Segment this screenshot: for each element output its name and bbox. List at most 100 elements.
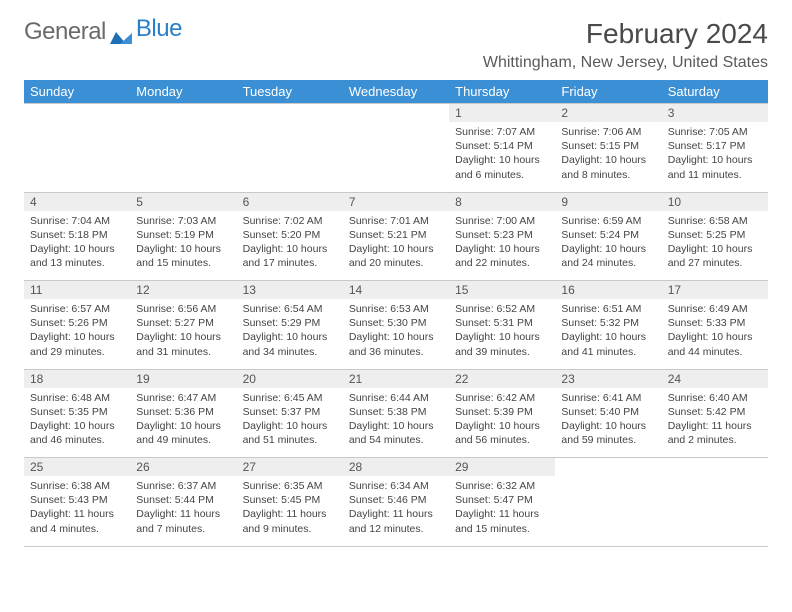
sunset-line: Sunset: 5:30 PM bbox=[349, 316, 443, 330]
day-number-16: 16 bbox=[555, 281, 661, 300]
sunset-line: Sunset: 5:17 PM bbox=[668, 139, 762, 153]
day-cell-27: Sunrise: 6:35 AMSunset: 5:45 PMDaylight:… bbox=[237, 476, 343, 546]
daylight-line: Daylight: 10 hours and 51 minutes. bbox=[243, 419, 337, 447]
sunset-line: Sunset: 5:19 PM bbox=[136, 228, 230, 242]
day-cell-10: Sunrise: 6:58 AMSunset: 5:25 PMDaylight:… bbox=[662, 211, 768, 281]
sunset-line: Sunset: 5:14 PM bbox=[455, 139, 549, 153]
sunset-line: Sunset: 5:35 PM bbox=[30, 405, 124, 419]
daylight-line: Daylight: 10 hours and 6 minutes. bbox=[455, 153, 549, 181]
day-cell-7: Sunrise: 7:01 AMSunset: 5:21 PMDaylight:… bbox=[343, 211, 449, 281]
daylight-line: Daylight: 10 hours and 44 minutes. bbox=[668, 330, 762, 358]
daylight-line: Daylight: 10 hours and 20 minutes. bbox=[349, 242, 443, 270]
daylight-line: Daylight: 10 hours and 31 minutes. bbox=[136, 330, 230, 358]
day-number-28: 28 bbox=[343, 458, 449, 477]
day-number-7: 7 bbox=[343, 192, 449, 211]
day-cell-11: Sunrise: 6:57 AMSunset: 5:26 PMDaylight:… bbox=[24, 299, 130, 369]
day-cell-26: Sunrise: 6:37 AMSunset: 5:44 PMDaylight:… bbox=[130, 476, 236, 546]
sunrise-line: Sunrise: 6:32 AM bbox=[455, 479, 549, 493]
empty-cell bbox=[662, 476, 768, 546]
sunrise-line: Sunrise: 7:00 AM bbox=[455, 214, 549, 228]
day-cell-9: Sunrise: 6:59 AMSunset: 5:24 PMDaylight:… bbox=[555, 211, 661, 281]
daylight-line: Daylight: 10 hours and 13 minutes. bbox=[30, 242, 124, 270]
sunset-line: Sunset: 5:37 PM bbox=[243, 405, 337, 419]
day-cell-24: Sunrise: 6:40 AMSunset: 5:42 PMDaylight:… bbox=[662, 388, 768, 458]
sunset-line: Sunset: 5:25 PM bbox=[668, 228, 762, 242]
sunrise-line: Sunrise: 6:53 AM bbox=[349, 302, 443, 316]
day-cell-2: Sunrise: 7:06 AMSunset: 5:15 PMDaylight:… bbox=[555, 122, 661, 192]
day-number-21: 21 bbox=[343, 369, 449, 388]
daylight-line: Daylight: 10 hours and 41 minutes. bbox=[561, 330, 655, 358]
daylight-line: Daylight: 10 hours and 34 minutes. bbox=[243, 330, 337, 358]
calendar-body: 123Sunrise: 7:07 AMSunset: 5:14 PMDaylig… bbox=[24, 104, 768, 547]
empty-cell bbox=[343, 122, 449, 192]
sunset-line: Sunset: 5:42 PM bbox=[668, 405, 762, 419]
day-number-29: 29 bbox=[449, 458, 555, 477]
location-subtitle: Whittingham, New Jersey, United States bbox=[483, 54, 768, 72]
empty-cell bbox=[130, 122, 236, 192]
week-row-data: Sunrise: 6:57 AMSunset: 5:26 PMDaylight:… bbox=[24, 299, 768, 369]
sunset-line: Sunset: 5:23 PM bbox=[455, 228, 549, 242]
sunset-line: Sunset: 5:40 PM bbox=[561, 405, 655, 419]
day-cell-16: Sunrise: 6:51 AMSunset: 5:32 PMDaylight:… bbox=[555, 299, 661, 369]
day-number-23: 23 bbox=[555, 369, 661, 388]
sunrise-line: Sunrise: 6:48 AM bbox=[30, 391, 124, 405]
day-cell-19: Sunrise: 6:47 AMSunset: 5:36 PMDaylight:… bbox=[130, 388, 236, 458]
day-cell-17: Sunrise: 6:49 AMSunset: 5:33 PMDaylight:… bbox=[662, 299, 768, 369]
daylight-line: Daylight: 11 hours and 9 minutes. bbox=[243, 507, 337, 535]
day-number-27: 27 bbox=[237, 458, 343, 477]
week-row-numbers: 18192021222324 bbox=[24, 369, 768, 388]
day-header-tuesday: Tuesday bbox=[237, 80, 343, 104]
day-number-20: 20 bbox=[237, 369, 343, 388]
daylight-line: Daylight: 10 hours and 27 minutes. bbox=[668, 242, 762, 270]
day-cell-25: Sunrise: 6:38 AMSunset: 5:43 PMDaylight:… bbox=[24, 476, 130, 546]
day-number-6: 6 bbox=[237, 192, 343, 211]
day-header-monday: Monday bbox=[130, 80, 236, 104]
sunset-line: Sunset: 5:29 PM bbox=[243, 316, 337, 330]
daylight-line: Daylight: 10 hours and 46 minutes. bbox=[30, 419, 124, 447]
daylight-line: Daylight: 11 hours and 15 minutes. bbox=[455, 507, 549, 535]
day-number-25: 25 bbox=[24, 458, 130, 477]
empty-cell bbox=[237, 122, 343, 192]
week-row-numbers: 45678910 bbox=[24, 192, 768, 211]
daylight-line: Daylight: 10 hours and 24 minutes. bbox=[561, 242, 655, 270]
empty-cell bbox=[24, 104, 130, 123]
sunrise-line: Sunrise: 6:35 AM bbox=[243, 479, 337, 493]
sunrise-line: Sunrise: 6:51 AM bbox=[561, 302, 655, 316]
sunrise-line: Sunrise: 6:38 AM bbox=[30, 479, 124, 493]
week-row-numbers: 2526272829 bbox=[24, 458, 768, 477]
day-cell-12: Sunrise: 6:56 AMSunset: 5:27 PMDaylight:… bbox=[130, 299, 236, 369]
logo-text-general: General bbox=[24, 18, 106, 46]
sunrise-line: Sunrise: 6:56 AM bbox=[136, 302, 230, 316]
empty-cell bbox=[130, 104, 236, 123]
day-number-15: 15 bbox=[449, 281, 555, 300]
daylight-line: Daylight: 10 hours and 22 minutes. bbox=[455, 242, 549, 270]
day-header-sunday: Sunday bbox=[24, 80, 130, 104]
day-cell-23: Sunrise: 6:41 AMSunset: 5:40 PMDaylight:… bbox=[555, 388, 661, 458]
daylight-line: Daylight: 10 hours and 56 minutes. bbox=[455, 419, 549, 447]
day-cell-18: Sunrise: 6:48 AMSunset: 5:35 PMDaylight:… bbox=[24, 388, 130, 458]
sunrise-line: Sunrise: 6:59 AM bbox=[561, 214, 655, 228]
day-number-9: 9 bbox=[555, 192, 661, 211]
day-number-11: 11 bbox=[24, 281, 130, 300]
empty-cell bbox=[662, 458, 768, 477]
week-row-data: Sunrise: 6:48 AMSunset: 5:35 PMDaylight:… bbox=[24, 388, 768, 458]
day-number-19: 19 bbox=[130, 369, 236, 388]
sunrise-line: Sunrise: 6:40 AM bbox=[668, 391, 762, 405]
sunrise-line: Sunrise: 7:05 AM bbox=[668, 125, 762, 139]
sunrise-line: Sunrise: 7:07 AM bbox=[455, 125, 549, 139]
logo-mark-icon bbox=[110, 23, 132, 41]
sunrise-line: Sunrise: 7:03 AM bbox=[136, 214, 230, 228]
sunrise-line: Sunrise: 7:04 AM bbox=[30, 214, 124, 228]
sunrise-line: Sunrise: 6:47 AM bbox=[136, 391, 230, 405]
day-cell-13: Sunrise: 6:54 AMSunset: 5:29 PMDaylight:… bbox=[237, 299, 343, 369]
sunset-line: Sunset: 5:21 PM bbox=[349, 228, 443, 242]
sunrise-line: Sunrise: 7:02 AM bbox=[243, 214, 337, 228]
page-header: General Blue February 2024 Whittingham, … bbox=[24, 18, 768, 72]
sunrise-line: Sunrise: 6:49 AM bbox=[668, 302, 762, 316]
sunset-line: Sunset: 5:32 PM bbox=[561, 316, 655, 330]
month-title: February 2024 bbox=[483, 18, 768, 50]
sunrise-line: Sunrise: 6:42 AM bbox=[455, 391, 549, 405]
daylight-line: Daylight: 10 hours and 11 minutes. bbox=[668, 153, 762, 181]
sunrise-line: Sunrise: 6:34 AM bbox=[349, 479, 443, 493]
daylight-line: Daylight: 11 hours and 12 minutes. bbox=[349, 507, 443, 535]
